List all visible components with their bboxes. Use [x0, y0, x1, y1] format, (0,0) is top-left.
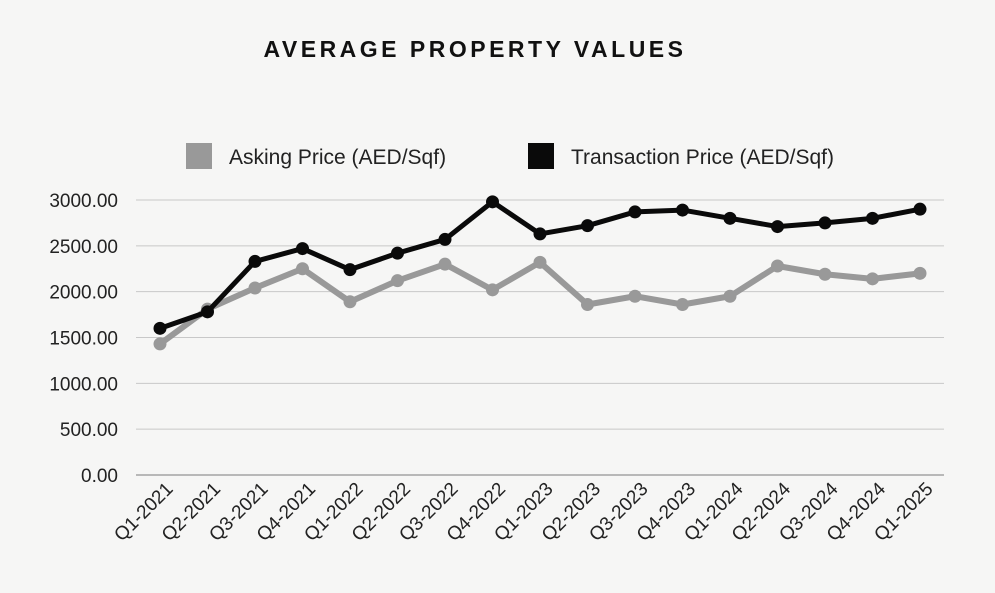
data-point — [486, 195, 499, 209]
y-tick-label: 1500.00 — [49, 329, 118, 350]
y-tick-label: 3000.00 — [49, 191, 118, 212]
data-point — [818, 267, 832, 281]
series-line — [157, 259, 923, 347]
grid-lines — [136, 199, 944, 476]
data-point — [153, 321, 167, 335]
data-point — [533, 255, 547, 269]
data-point — [248, 281, 262, 295]
data-point — [723, 289, 737, 303]
data-point — [818, 216, 832, 230]
data-point — [581, 298, 594, 311]
data-point — [438, 257, 452, 271]
data-point — [391, 274, 404, 288]
legend: Asking Price (AED/Sqf) Transaction Price … — [186, 143, 834, 169]
data-point — [391, 246, 404, 260]
legend-swatch — [186, 143, 212, 169]
data-point — [771, 220, 784, 234]
y-tick-label: 0.00 — [81, 466, 118, 487]
data-point — [723, 211, 737, 225]
data-point — [201, 305, 214, 319]
series-asking-price — [153, 255, 927, 351]
data-point — [296, 262, 309, 276]
chart-title: AVERAGE PROPERTY VALUES — [263, 36, 687, 62]
data-point — [676, 203, 689, 217]
y-tick-label: 2000.00 — [49, 283, 118, 304]
data-point — [296, 242, 309, 256]
data-point — [866, 272, 879, 286]
data-point — [913, 266, 927, 280]
series-transaction-price — [153, 195, 927, 335]
x-axis-ticks: Q1-2021Q2-2021Q3-2021Q4-2021Q1-2022Q2-20… — [110, 478, 937, 545]
data-point — [581, 219, 594, 233]
data-point — [676, 298, 689, 311]
y-axis-ticks: 0.00 500.00 1000.00 1500.00 2000.00 2500.00 30… — [49, 191, 118, 487]
data-point — [153, 337, 167, 351]
data-point — [486, 283, 499, 297]
data-point — [343, 263, 357, 277]
data-point — [343, 295, 357, 309]
y-tick-label: 2500.00 — [49, 237, 118, 258]
y-tick-label: 500.00 — [60, 420, 118, 441]
data-point — [771, 259, 784, 273]
legend-swatch — [528, 143, 554, 169]
series-group — [153, 195, 927, 351]
data-point — [866, 211, 879, 225]
data-point — [438, 232, 452, 246]
data-point — [248, 254, 262, 268]
data-point — [628, 205, 642, 219]
data-point — [628, 289, 642, 303]
y-tick-label: 1000.00 — [49, 374, 118, 395]
data-point — [913, 202, 927, 216]
legend-label: Transaction Price (AED/Sqf) — [571, 146, 834, 169]
data-point — [533, 227, 547, 241]
legend-label: Asking Price (AED/Sqf) — [229, 146, 446, 169]
